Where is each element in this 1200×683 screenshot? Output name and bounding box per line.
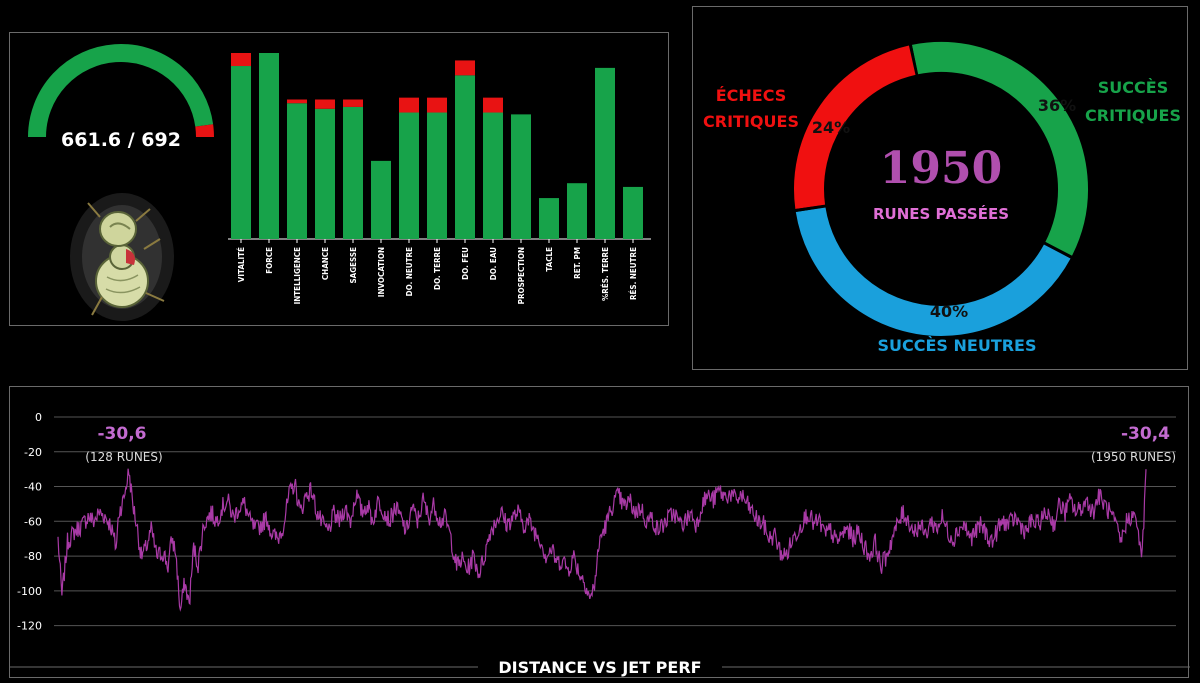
bar-success bbox=[371, 160, 391, 239]
y-tick-label: -40 bbox=[24, 481, 42, 494]
line-panel: 0 -20 -40 -60 -80 -100 -120 -30,6 (128 RUNES) -30… bbox=[9, 386, 1190, 678]
bar-category-label: DO. TERRE bbox=[433, 247, 442, 290]
line-series bbox=[57, 468, 1147, 612]
bar-success bbox=[315, 108, 335, 239]
donut-percent-label: 24% bbox=[812, 118, 850, 137]
donut-center-value: 1950 bbox=[880, 143, 1002, 194]
bandaged-doll-icon bbox=[70, 193, 174, 321]
annotation-value: -30,4 bbox=[1121, 424, 1170, 444]
bar-success bbox=[511, 114, 531, 239]
donut-percent-label: 36% bbox=[1038, 96, 1076, 115]
bar-category-label: DO. NEUTRE bbox=[405, 247, 414, 296]
donut-slice bbox=[795, 207, 1071, 336]
bar-category-label: FORCE bbox=[265, 247, 274, 274]
bar-failure bbox=[427, 97, 447, 113]
donut-slice-name: SUCCÈS bbox=[1098, 78, 1168, 97]
y-tick-label: -100 bbox=[17, 585, 42, 598]
bar-success bbox=[567, 183, 587, 239]
donut-separator bbox=[908, 43, 919, 76]
bar-category-label: CHANCE bbox=[321, 247, 330, 280]
line-panel-svg: 0 -20 -40 -60 -80 -100 -120 -30,6 (128 RUNES) -30… bbox=[10, 411, 1190, 677]
y-tick-label: 0 bbox=[35, 411, 42, 424]
bar-category-label: RÉS. NEUTRE bbox=[627, 247, 638, 300]
bar-category-label: INTELLIGENCE bbox=[293, 247, 302, 305]
line-chart-title: DISTANCE VS JET PERF bbox=[498, 658, 701, 677]
y-tick-label: -20 bbox=[24, 446, 42, 459]
bar-success bbox=[483, 112, 503, 239]
y-tick-label: -60 bbox=[24, 515, 42, 528]
annotation-subtext: (1950 RUNES) bbox=[1091, 450, 1176, 464]
donut-panel-svg: 36% SUCCÈS CRITIQUES 40% SUCCÈS NEUTRES 24% ÉC… bbox=[703, 42, 1181, 355]
bar-failure bbox=[483, 97, 503, 113]
bar-success bbox=[455, 75, 475, 239]
gauge-fill-arc bbox=[28, 44, 214, 138]
bar-failure bbox=[231, 53, 251, 67]
bar-success bbox=[259, 53, 279, 239]
bar-category-label: DO. FEU bbox=[461, 247, 470, 280]
annotation-subtext: (128 RUNES) bbox=[85, 450, 162, 464]
y-tick-label: -120 bbox=[17, 620, 42, 633]
bar-failure bbox=[343, 99, 363, 107]
bar-failure bbox=[315, 99, 335, 109]
bar-failure bbox=[287, 99, 307, 104]
bar-category-label: %RÉS. TERRE bbox=[599, 247, 610, 301]
bar-success bbox=[595, 67, 615, 239]
stats-panel: 661.6 / 692 VITALITÉ FORCE INTELLIGENCE CHA… bbox=[9, 32, 669, 326]
donut-slice-name: CRITIQUES bbox=[703, 112, 799, 131]
bar-failure bbox=[399, 97, 419, 113]
donut-slice bbox=[911, 42, 1088, 256]
donut-slice bbox=[794, 45, 916, 209]
donut-separator bbox=[1043, 241, 1073, 259]
bar-category-label: VITALITÉ bbox=[235, 247, 246, 282]
bar-success bbox=[231, 66, 251, 239]
line-chart: 0 -20 -40 -60 -80 -100 -120 -30,6 (128 RUNES) -30… bbox=[10, 411, 1190, 677]
gauge-chart: 661.6 / 692 bbox=[28, 44, 214, 151]
bar-success bbox=[623, 186, 643, 239]
y-tick-label: -80 bbox=[24, 550, 42, 563]
bar-success bbox=[343, 106, 363, 239]
bar-success bbox=[539, 198, 559, 239]
bar-success bbox=[399, 112, 419, 239]
donut-slice-name: CRITIQUES bbox=[1085, 106, 1181, 125]
stats-panel-svg: 661.6 / 692 VITALITÉ FORCE INTELLIGENCE CHA… bbox=[28, 44, 651, 321]
donut-panel: 36% SUCCÈS CRITIQUES 40% SUCCÈS NEUTRES 24% ÉC… bbox=[692, 6, 1188, 370]
gauge-value-label: 661.6 / 692 bbox=[61, 129, 181, 151]
bar-category-label: RET. PM bbox=[573, 247, 582, 279]
bar-success bbox=[427, 112, 447, 239]
bar-success bbox=[287, 103, 307, 239]
bar-category-label: SAGESSE bbox=[349, 247, 358, 284]
bar-chart: VITALITÉ FORCE INTELLIGENCE CHANCE SAGESSE IN… bbox=[228, 53, 651, 304]
gauge-remaining-arc bbox=[195, 124, 214, 138]
bar-category-label: INVOCATION bbox=[377, 247, 386, 297]
donut-slice-name: ÉCHECS bbox=[716, 86, 787, 105]
donut-percent-label: 40% bbox=[930, 302, 968, 321]
bar-category-label: TACLE bbox=[545, 247, 554, 272]
bar-failure bbox=[455, 60, 475, 76]
donut-separator bbox=[794, 204, 827, 213]
annotation-value: -30,6 bbox=[98, 424, 147, 444]
donut-chart: 36% SUCCÈS CRITIQUES 40% SUCCÈS NEUTRES 24% ÉC… bbox=[703, 42, 1181, 355]
donut-center-label: RUNES PASSÉES bbox=[873, 204, 1009, 223]
bar-category-label: DO. EAU bbox=[489, 247, 498, 280]
donut-slice-name: SUCCÈS NEUTRES bbox=[877, 336, 1036, 355]
bar-category-label: PROSPECTION bbox=[517, 247, 526, 304]
